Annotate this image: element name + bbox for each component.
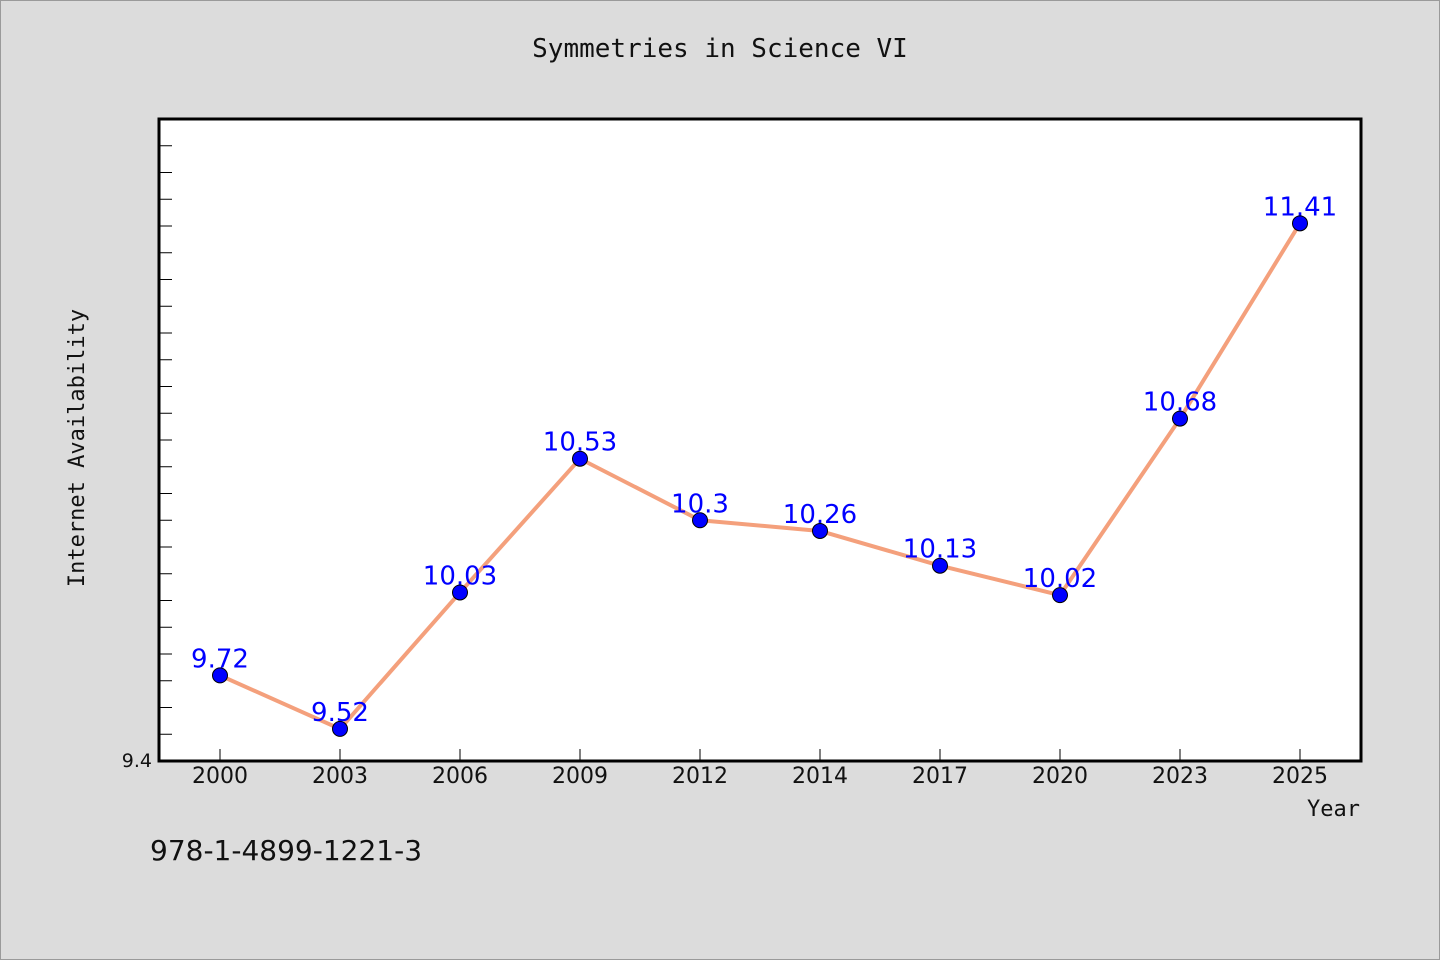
plot-area (157, 117, 1363, 763)
data-label: 10.26 (783, 500, 857, 530)
data-label: 10.03 (423, 561, 497, 591)
chart-title: Symmetries in Science VI (532, 34, 908, 64)
y-tick-label: 9.4 (122, 750, 152, 772)
data-point (1172, 410, 1188, 427)
data-label: 10.3 (671, 489, 729, 519)
data-point (212, 667, 228, 684)
x-tick-label: 2006 (432, 764, 488, 789)
data-point (332, 720, 348, 737)
x-tick-label: 2012 (672, 764, 728, 789)
series-line (219, 222, 1302, 731)
data-labels: 9.72 9.52 10.03 10.53 10.3 10.26 10.13 10.02 10.… (191, 192, 1337, 728)
x-tick-label: 2025 (1272, 764, 1328, 789)
x-tick-label: 2023 (1152, 764, 1208, 789)
data-markers (212, 215, 1308, 737)
x-tick-label: 2009 (552, 764, 608, 789)
x-tick-label: 2000 (192, 764, 248, 789)
x-tick-label: 2014 (792, 764, 848, 789)
data-point (812, 522, 828, 539)
x-tick-label: 2017 (912, 764, 968, 789)
data-point (572, 450, 588, 467)
x-tick-label: 2003 (312, 764, 368, 789)
x-axis-label: Year (1307, 797, 1360, 822)
data-label: 10.53 (543, 428, 617, 458)
y-minor-ticks (159, 145, 172, 762)
x-tick-label: 2020 (1032, 764, 1088, 789)
data-label: 10.02 (1023, 564, 1097, 594)
data-point (1292, 215, 1308, 232)
data-point (932, 557, 948, 574)
data-label: 9.52 (311, 698, 369, 728)
data-point (692, 512, 708, 529)
data-point (1052, 587, 1068, 604)
data-point (452, 584, 468, 601)
data-label: 9.72 (191, 644, 249, 674)
x-axis-ticks (219, 749, 1301, 761)
data-label: 10.13 (903, 535, 977, 565)
isbn-text: 978-1-4899-1221-3 (150, 834, 423, 867)
x-tick-labels: 2000 2003 2006 2009 2012 2014 2017 2020 2023 2025 (192, 764, 1328, 789)
data-label: 10.68 (1143, 388, 1217, 418)
y-axis-label: Internet Availability (65, 309, 90, 587)
data-label: 11.41 (1263, 192, 1337, 222)
